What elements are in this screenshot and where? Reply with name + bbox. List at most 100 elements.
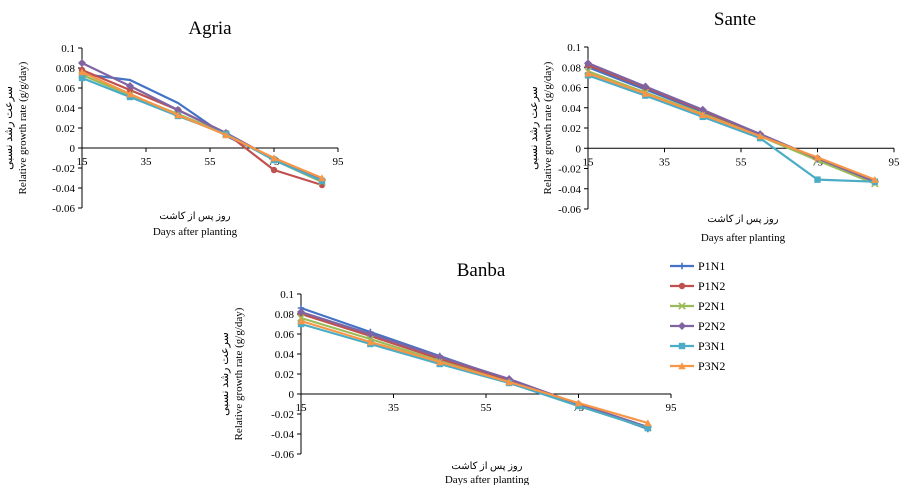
y-tick-label: 0 <box>70 143 76 155</box>
y-tick-label: 0.08 <box>56 63 76 75</box>
x-axis-label: Days after planting <box>701 232 786 244</box>
x-tick-label: 95 <box>333 156 345 168</box>
data-point <box>222 131 230 139</box>
x-axis-label: Days after planting <box>445 474 530 485</box>
legend-label: P2N2 <box>698 319 725 333</box>
legend: P1N1 P1N2 P2N1 P2N2 P3N1 P3N2 <box>670 259 725 373</box>
y-tick-label: -0.02 <box>558 164 581 176</box>
series-line <box>300 322 649 430</box>
chart-2: Banba 0.1 0.08 0.06 0.04 0.02 0 -0.02 -0.04 -0.06… <box>219 260 677 485</box>
legend-item-p3n2: P3N2 <box>670 359 725 373</box>
legend-marker <box>678 342 686 350</box>
data-point <box>871 175 879 183</box>
legend-marker <box>678 322 686 330</box>
legend-item-p1n1: P1N1 <box>670 259 725 273</box>
data-point <box>126 90 134 98</box>
series-p1n2 <box>78 66 326 189</box>
y-tick-label: 0.04 <box>275 349 295 361</box>
data-point <box>78 68 86 76</box>
data-point <box>641 82 650 91</box>
legend-marker <box>678 302 686 310</box>
data-point <box>756 132 764 140</box>
data-point <box>699 111 707 119</box>
x-axis-label-fa: روز پس از کاشت <box>451 461 522 472</box>
legend-item-p2n1: P2N1 <box>670 299 725 313</box>
data-point <box>366 330 375 338</box>
data-point <box>644 424 652 432</box>
data-point <box>297 317 305 325</box>
series-line <box>587 74 875 183</box>
y-tick-label: -0.04 <box>558 184 581 196</box>
series-p3n1 <box>297 320 652 432</box>
data-point <box>318 174 326 182</box>
data-point <box>174 106 182 114</box>
series-line <box>81 68 323 187</box>
y-tick-label: 0.08 <box>562 62 582 74</box>
y-tick-label: 0.04 <box>562 103 582 115</box>
y-tick-label: 0.1 <box>567 42 581 54</box>
legend-item-p3n1: P3N1 <box>670 339 725 353</box>
data-point <box>644 419 652 427</box>
series-line <box>81 76 323 183</box>
data-point <box>813 153 822 161</box>
x-tick-label: 35 <box>141 156 153 168</box>
x-tick-label: 55 <box>481 402 493 414</box>
y-tick-label: -0.04 <box>271 429 294 441</box>
x-tick-label: 15 <box>77 156 89 168</box>
series-p3n1 <box>78 74 326 185</box>
x-axis-label: Days after planting <box>153 226 238 238</box>
x-tick-label: 15 <box>583 156 595 168</box>
x-tick-label: 35 <box>659 156 671 168</box>
y-tick-label: -0.06 <box>271 449 294 461</box>
data-point <box>270 166 278 174</box>
chart-title: Banba <box>457 260 506 281</box>
series-p3n2 <box>297 317 652 427</box>
series-p3n2 <box>584 69 879 183</box>
y-tick-label: 0.06 <box>56 83 76 95</box>
y-tick-label: -0.02 <box>52 163 75 175</box>
y-tick-label: 0.06 <box>562 83 582 95</box>
data-point <box>584 59 592 68</box>
legend-item-p1n2: P1N2 <box>670 279 725 293</box>
y-tick-label: 0.1 <box>61 43 75 55</box>
data-point <box>435 353 444 361</box>
x-axis-label-fa: روز پس از کاشت <box>707 214 778 225</box>
legend-label: P3N2 <box>698 359 725 373</box>
x-tick-label: 15 <box>296 402 308 414</box>
y-tick-label: -0.02 <box>271 409 294 421</box>
y-tick-label: 0 <box>289 389 295 401</box>
data-point <box>366 338 375 346</box>
y-axis-label: Relative growth rate (g/g/day) <box>542 61 554 194</box>
y-tick-label: 0.02 <box>562 123 581 135</box>
chart-title: Agria <box>188 18 232 39</box>
y-tick-label: 0.08 <box>275 309 295 321</box>
series-line <box>300 319 649 425</box>
legend-marker <box>678 282 686 290</box>
data-point <box>297 308 305 316</box>
data-point <box>126 82 134 90</box>
y-axis-label: Relative growth rate (g/g/day) <box>17 61 29 194</box>
data-point <box>584 69 592 77</box>
legend-label: P2N1 <box>698 299 725 313</box>
y-axis-label-fa: سرعت رشد نسبی <box>528 86 540 170</box>
y-tick-label: 0 <box>576 143 582 155</box>
y-tick-label: 0.04 <box>56 103 76 115</box>
y-tick-label: 0.06 <box>275 329 295 341</box>
y-tick-label: 0.02 <box>56 123 75 135</box>
data-point <box>78 59 86 67</box>
data-point <box>270 154 278 162</box>
chart-0: Agria 0.1 0.08 0.06 0.04 0.02 0 -0.02 -0.04 -0.06… <box>3 18 344 238</box>
y-axis-label: Relative growth rate (g/g/day) <box>233 307 245 440</box>
y-tick-label: -0.04 <box>52 183 75 195</box>
y-tick-label: -0.06 <box>558 204 581 216</box>
x-tick-label: 55 <box>205 156 217 168</box>
y-axis-label-fa: سرعت رشد نسبی <box>3 86 15 170</box>
y-tick-label: 0.02 <box>275 369 294 381</box>
data-point <box>814 176 821 183</box>
legend-item-p2n2: P2N2 <box>670 319 725 333</box>
series-line <box>81 71 323 180</box>
y-tick-label: -0.06 <box>52 203 75 215</box>
y-tick-label: 0.1 <box>280 289 294 301</box>
legend-label: P1N1 <box>698 259 725 273</box>
